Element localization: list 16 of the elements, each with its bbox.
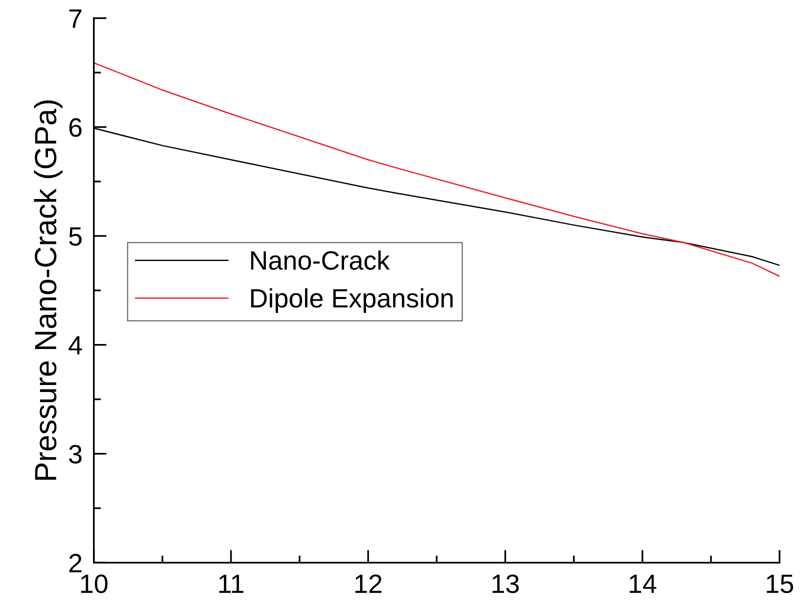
x-tick-label: 15 xyxy=(766,574,794,594)
x-tick-label: 14 xyxy=(630,574,656,593)
x-tick-label: 13 xyxy=(492,574,519,594)
y-tick-label: 5 xyxy=(69,227,82,246)
y-tick-label: 6 xyxy=(69,118,82,137)
legend-label: Nano-Crack xyxy=(251,250,390,270)
y-tick-label: 2 xyxy=(69,554,82,572)
y-tick-label: 7 xyxy=(69,10,82,28)
x-tick-label: 12 xyxy=(355,574,382,593)
x-tick-label: 11 xyxy=(219,574,244,593)
y-tick-label: 4 xyxy=(68,336,82,354)
x-tick-label: 10 xyxy=(81,574,108,594)
y-axis-title: Pressure Nano-Crack (GPa) xyxy=(34,100,62,480)
legend-label: Dipole Expansion xyxy=(251,288,453,313)
y-tick-label: 3 xyxy=(69,444,82,464)
line-series xyxy=(94,62,780,277)
